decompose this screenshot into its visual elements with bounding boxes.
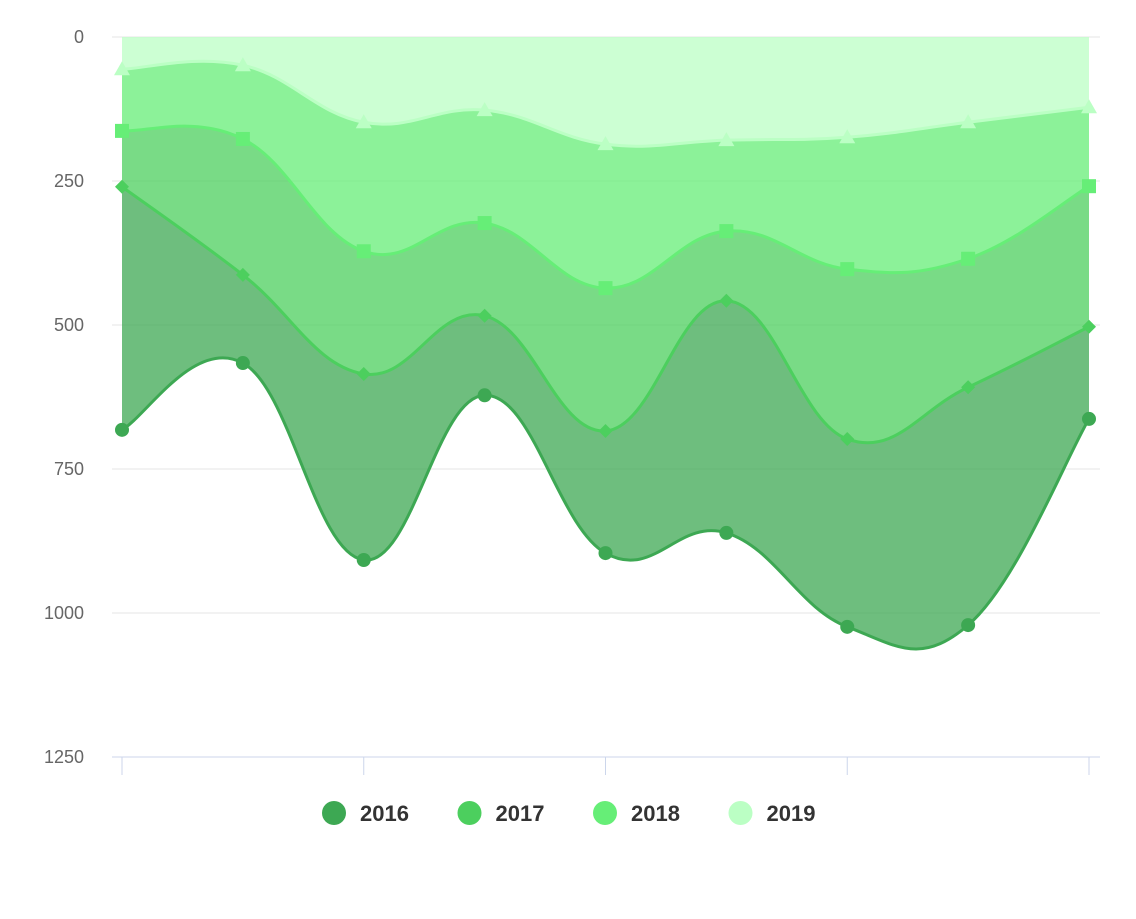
area-2016: [122, 186, 1089, 650]
data-point-2017: [719, 293, 734, 308]
data-point-2016: [1082, 411, 1096, 426]
legend-marker-icon: [322, 801, 346, 825]
data-point-2017: [598, 423, 613, 438]
data-point-2018: [840, 262, 855, 277]
data-point-2016: [235, 356, 250, 371]
legend-label: 2017: [496, 801, 545, 826]
line-2016: [121, 356, 1091, 651]
data-point-2019: [476, 102, 493, 117]
data-point-2018: [719, 224, 734, 239]
y-tick-label: 0: [74, 27, 84, 47]
data-point-2016: [840, 619, 855, 634]
data-point-2016: [477, 388, 492, 403]
y-tick-label: 1250: [44, 747, 84, 767]
data-point-2017: [235, 267, 250, 282]
data-point-2018: [1082, 179, 1096, 194]
legend-item-2016[interactable]: 2016: [322, 801, 409, 826]
legend-marker-icon: [593, 801, 617, 825]
y-tick-label: 250: [54, 171, 84, 191]
data-point-2016: [961, 618, 976, 633]
legend-label: 2018: [631, 801, 680, 826]
data-point-2019: [597, 136, 614, 151]
y-tick-label: 1000: [44, 603, 84, 623]
area-2018: [122, 61, 1089, 289]
data-point-2019: [234, 57, 251, 72]
data-point-2018: [598, 281, 613, 296]
legend-item-2018[interactable]: 2018: [593, 801, 680, 826]
data-point-2018: [356, 244, 371, 259]
y-axis-labels: 0 250 500 750 1000 1250: [44, 27, 84, 767]
data-point-2017: [115, 179, 129, 194]
data-point-2017: [1082, 319, 1096, 334]
x-axis: [112, 756, 1100, 775]
data-point-2018: [961, 251, 976, 266]
data-point-2019: [355, 114, 372, 129]
data-point-2017: [356, 366, 371, 381]
legend-label: 2016: [360, 801, 409, 826]
areas: [114, 37, 1097, 651]
legend-marker-icon: [728, 801, 753, 825]
data-point-2016: [598, 546, 613, 561]
data-point-2017: [477, 308, 492, 323]
y-tick-label: 500: [54, 315, 84, 335]
legend-item-2017[interactable]: 2017: [457, 801, 545, 826]
data-point-2016: [115, 422, 129, 437]
data-point-2018: [477, 216, 492, 231]
legend-item-2019[interactable]: 2019: [728, 801, 816, 826]
data-point-2018: [235, 131, 250, 146]
data-point-2019: [718, 132, 735, 147]
area-2017: [122, 126, 1089, 443]
data-point-2016: [356, 553, 371, 568]
data-point-2019: [114, 61, 130, 76]
data-point-2019: [960, 114, 977, 129]
data-point-2017: [961, 380, 976, 395]
data-point-2016: [719, 525, 734, 540]
data-point-2017: [840, 432, 855, 447]
legend-label: 2019: [767, 801, 816, 826]
data-point-2018: [115, 123, 129, 138]
legend[interactable]: 2016 2017 2018 2019: [322, 801, 815, 826]
y-tick-label: 750: [54, 459, 84, 479]
legend-marker-icon: [457, 801, 482, 825]
data-point-2019: [1081, 99, 1097, 114]
data-point-2019: [839, 129, 856, 144]
